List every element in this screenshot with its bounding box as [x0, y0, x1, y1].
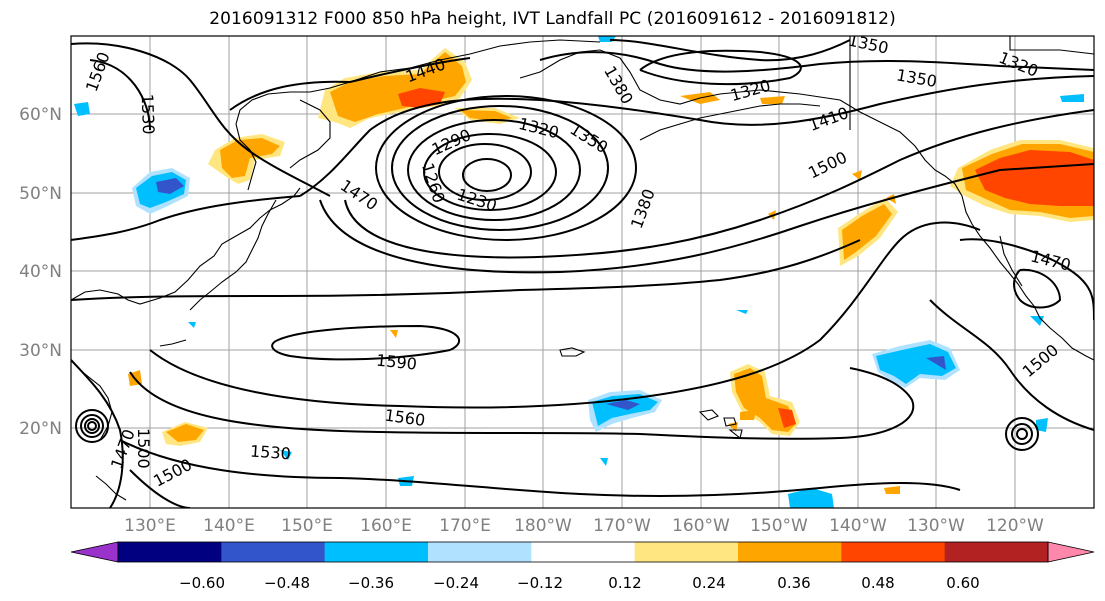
map-panel: [71, 36, 1094, 508]
ivt-positive-shading: [128, 48, 1094, 494]
colorbar-tick-label: −0.60: [179, 574, 225, 592]
colorbar-cell: [428, 542, 532, 562]
contour-label: 1530: [249, 441, 291, 463]
longitude-labels: 130°E 140°E 150°E 160°E 170°E 180°W 170°…: [124, 516, 1044, 536]
colorbar-cell: [634, 542, 739, 562]
lon-label: 160°E: [360, 516, 412, 536]
colorbar-cell: [738, 542, 842, 562]
lat-label: 60°N: [19, 105, 62, 125]
lon-label: 130°W: [907, 516, 965, 536]
colorbar-cell: [324, 542, 429, 562]
colorbar-tick-label: −0.24: [433, 574, 479, 592]
map-frame: [70, 35, 1095, 509]
ivt-negative-shading: [74, 36, 1084, 508]
colorbar-cell: [118, 542, 222, 562]
lon-label: 170°E: [439, 516, 491, 536]
colorbar-tick-label: 0.12: [608, 574, 641, 592]
map-title: 2016091312 F000 850 hPa height, IVT Land…: [209, 9, 896, 29]
lon-label: 180°W: [514, 516, 572, 536]
colorbar-tick-label: −0.12: [517, 574, 563, 592]
lon-label: 150°E: [281, 516, 333, 536]
colorbar-extend-low: [70, 541, 119, 563]
colorbar-cell: [944, 542, 1049, 562]
lon-label: 120°W: [986, 516, 1044, 536]
colorbar-tick-label: −0.36: [348, 574, 394, 592]
lon-label: 140°W: [829, 516, 887, 536]
lat-label: 30°N: [19, 341, 62, 361]
lat-label: 20°N: [19, 419, 62, 439]
colorbar-extend-high: [1047, 541, 1095, 563]
colorbar-cell: [531, 542, 636, 562]
colorbar-tick-label: 0.60: [946, 574, 979, 592]
coastlines: [71, 36, 1094, 501]
lon-label: 140°E: [203, 516, 255, 536]
colorbar-tick-label: 0.48: [861, 574, 894, 592]
lon-label: 130°E: [124, 516, 176, 536]
lat-label: 50°N: [19, 184, 62, 204]
colorbar-cells: [70, 541, 1095, 563]
contour-label: 1500: [134, 428, 153, 469]
colorbar-tick-label: 0.24: [692, 574, 725, 592]
colorbar-border: [117, 541, 1049, 563]
contour-label: 1530: [138, 93, 158, 134]
colorbar-tick-label: 0.36: [777, 574, 810, 592]
colorbar-cell: [841, 542, 946, 562]
height-contours: [71, 39, 1094, 508]
colorbar-cell: [221, 542, 326, 562]
lon-label: 160°W: [672, 516, 730, 536]
latitude-labels: 60°N 50°N 40°N 30°N 20°N: [19, 105, 62, 439]
colorbar-ticks: −0.60 −0.48 −0.36 −0.24 −0.12 0.12 0.24 …: [179, 574, 980, 592]
lon-label: 170°W: [593, 516, 651, 536]
lat-label: 40°N: [19, 262, 62, 282]
contour-label: 1590: [375, 351, 417, 374]
colorbar-tick-label: −0.48: [264, 574, 310, 592]
lon-label: 150°W: [750, 516, 808, 536]
colorbar: −0.60 −0.48 −0.36 −0.24 −0.12 0.12 0.24 …: [70, 541, 1095, 592]
